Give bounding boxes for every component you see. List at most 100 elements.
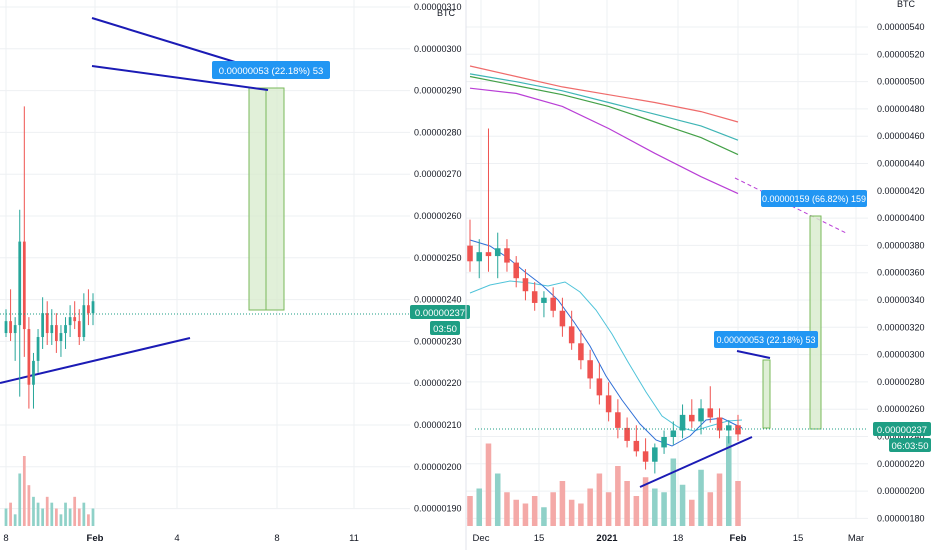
candle-body[interactable] [707,408,714,418]
candle-body[interactable] [18,241,22,326]
candle-body[interactable] [87,305,90,314]
candle-body[interactable] [679,414,686,431]
left-lower-trendline[interactable] [91,65,269,91]
price-tick-label: 0.00000280 [877,377,925,387]
candle-body[interactable] [605,395,612,413]
candle-body[interactable] [77,321,81,338]
candle-body[interactable] [652,447,658,462]
candle-body[interactable] [50,325,54,334]
candle-body[interactable] [531,291,538,303]
candle-body[interactable] [494,248,501,257]
volume-bar [18,473,22,526]
volume-bar [578,503,584,526]
volume-bar [670,458,677,526]
candle-body[interactable] [68,317,72,326]
right-volume-bars[interactable] [467,436,741,526]
right-small-forecast-box[interactable] [762,359,771,429]
right-support-trendline[interactable] [639,436,753,488]
price-tick-label: 0.00000300 [877,350,925,360]
candle-body[interactable] [689,414,695,422]
candle-body[interactable] [467,245,473,262]
candle-body[interactable] [13,325,17,334]
price-tick-label: 0.00000320 [877,322,925,332]
candle-body[interactable] [4,321,8,334]
volume-bar [652,488,658,526]
right-time-axis[interactable]: Dec 15 2021 18 Feb 15 Mar [473,533,865,544]
candle-body[interactable] [698,408,704,422]
candle-body[interactable] [716,417,723,431]
left-time-axis[interactable]: 8 Feb 4 8 11 [3,533,359,544]
candle-body[interactable] [615,412,621,428]
left-upper-trendline[interactable] [91,17,249,67]
candle-body[interactable] [633,440,640,452]
candle-body[interactable] [9,321,12,334]
volume-bar [59,514,63,526]
right-resistance-trendline[interactable] [736,350,771,359]
volume-bar [476,488,483,526]
candle-body[interactable] [559,310,566,327]
price-tick-label: 0.00000500 [877,77,925,87]
candle-body[interactable] [624,427,630,441]
candle-body[interactable] [54,325,58,341]
candle-body[interactable] [642,451,649,462]
price-tick-label: 0.00000240 [414,295,462,305]
time-tick-label: 18 [673,533,684,544]
left-measure-label[interactable]: 0.00000053 (22.18%) 53 [212,61,330,79]
volume-bar [50,502,54,526]
left-panel: 0.00000053 (22.18%) 53 0.000003100.00000… [0,0,470,544]
candle-body[interactable] [36,337,40,361]
candle-body[interactable] [568,326,575,344]
left-price-axis[interactable]: 0.00000310 0.00000300 0.00000290 0.00000280… [414,2,462,514]
candle-body[interactable] [661,437,667,448]
candle-body[interactable] [27,329,31,385]
right-price-axis[interactable]: 0.00000540 0.00000520 0.00000500 0.00000480… [877,22,925,523]
price-tick-label: 0.00000220 [414,378,462,388]
candle-body[interactable] [22,241,26,330]
candle-body[interactable] [578,343,584,361]
candle-body[interactable] [82,305,86,338]
candle-body[interactable] [735,425,741,435]
volume-bar [77,508,81,526]
right-large-forecast-box[interactable] [809,215,822,430]
candle-body[interactable] [596,378,603,396]
volume-bar [22,456,26,526]
volume-bar [596,473,603,526]
price-tick-label: 0.00000400 [877,213,925,223]
candle-body[interactable] [485,252,492,257]
candle-body[interactable] [91,301,95,314]
price-tick-label: 0.00000420 [877,186,925,196]
candle-body[interactable] [513,262,519,279]
candle-body[interactable] [541,297,547,303]
price-tick-label: 0.00000180 [877,513,925,523]
candle-body[interactable] [59,333,63,341]
candle-body[interactable] [73,317,77,322]
candle-body[interactable] [587,360,593,379]
candle-body[interactable] [725,425,732,431]
moving-average-line [469,73,739,141]
candle-body[interactable] [504,248,510,263]
volume-bar [82,502,86,526]
right-large-measure-label[interactable]: 0.00000159 (66.82%) 159 [761,190,867,207]
price-tick-label: 0.00000250 [414,253,462,263]
time-tick-label: 15 [534,533,545,544]
candle-body[interactable] [32,360,35,385]
left-last-price-text: 0.00000237 [415,308,465,319]
candle-body[interactable] [45,313,49,334]
left-candles[interactable] [4,106,95,409]
left-volume-bars[interactable] [4,456,95,526]
candle-body[interactable] [41,313,45,338]
price-tick-label: 0.00000230 [414,336,462,346]
candle-body[interactable] [550,297,556,311]
volume-bar [87,514,90,526]
candle-body[interactable] [476,252,483,262]
price-tick-label: 0.00000220 [877,459,925,469]
volume-bar [550,492,556,526]
left-support-trendline[interactable] [0,337,191,384]
volume-bar [522,503,529,526]
candle-body[interactable] [522,278,529,292]
candle-body[interactable] [670,430,677,437]
right-small-measure-label[interactable]: 0.00000053 (22.18%) 53 [714,331,818,348]
candle-body[interactable] [64,325,67,334]
left-countdown-text: 03:50 [433,324,457,335]
right-candles[interactable] [467,128,741,474]
